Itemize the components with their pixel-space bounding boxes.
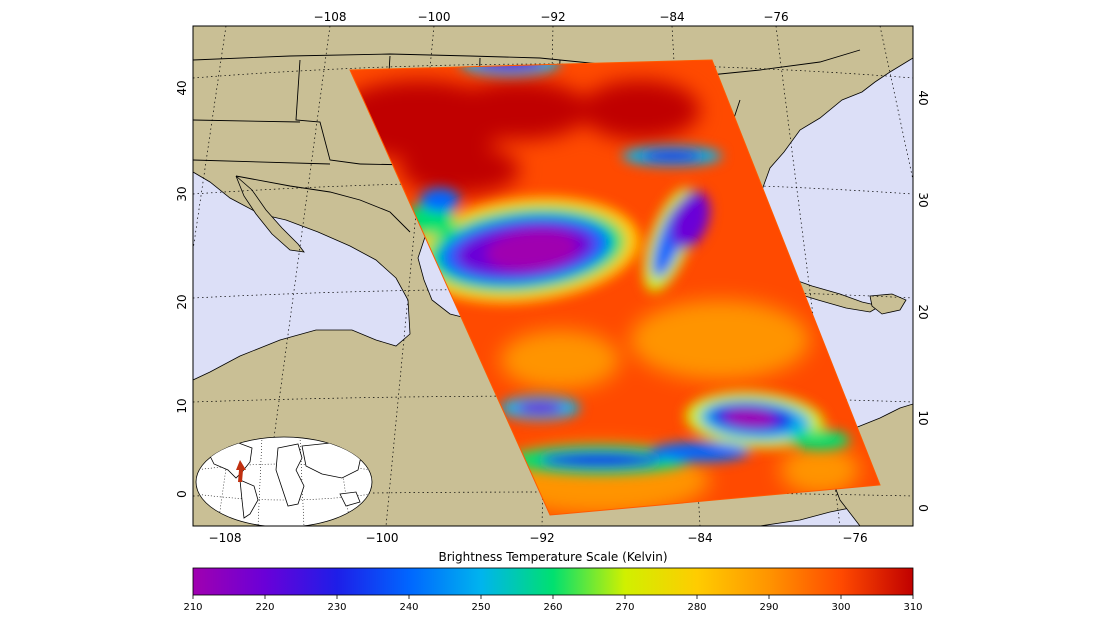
colorbar-tick-label: 230 — [327, 602, 346, 613]
warm-ocean-zone — [630, 300, 810, 380]
lon-line-68 — [879, 26, 913, 181]
warm-land-zone — [400, 145, 520, 195]
colorbar-tick-label: 270 — [615, 602, 634, 613]
warm-ocean-zone — [500, 330, 620, 390]
world-inset — [195, 436, 373, 526]
right-lat-tick-3: 20 — [916, 304, 930, 319]
florida-cloud-band — [642, 150, 702, 162]
lon-line-100 — [385, 26, 435, 526]
colorbar-tick-label: 210 — [183, 602, 202, 613]
left-lat-tick-5: 0 — [175, 490, 189, 498]
arrow-icon — [236, 460, 246, 482]
bottom-lon-tick-4: −84 — [687, 531, 712, 545]
colorbar-tick-label: 260 — [543, 602, 562, 613]
itcz-cloud-band — [790, 430, 850, 450]
top-lon-tick-4: −84 — [659, 10, 684, 24]
warm-ocean-zone — [780, 445, 860, 495]
bottom-lon-tick-2: −100 — [366, 531, 399, 545]
top-lon-axis: −108 −100 −92 −84 −76 — [314, 10, 789, 24]
colorbar-tick-label: 240 — [399, 602, 418, 613]
left-lat-tick-4: 10 — [175, 398, 189, 413]
swath-outline — [349, 59, 881, 516]
itcz-cloud-band — [650, 442, 750, 462]
right-lat-tick-1: 40 — [916, 90, 930, 105]
state-lines-2 — [193, 119, 741, 201]
right-lat-tick-2: 30 — [916, 192, 930, 207]
us-mexico-border — [235, 175, 411, 233]
left-lat-tick-3: 20 — [175, 294, 189, 309]
itcz-cloud-band — [540, 452, 660, 468]
bottom-lon-tick-3: −92 — [529, 531, 554, 545]
hispaniola-land — [869, 293, 907, 315]
left-lat-axis: 40 30 20 10 0 — [175, 80, 189, 497]
lon-line-116 — [193, 26, 227, 251]
caribbean-storm-ring — [724, 408, 776, 428]
inset-south-america — [239, 479, 259, 519]
bottom-lon-axis: −108 −100 −92 −84 −76 — [209, 531, 868, 545]
texas-coast-cloud — [420, 188, 460, 212]
right-lat-tick-5: 0 — [916, 504, 930, 512]
itcz-cloud-band — [516, 401, 564, 415]
florida-cloud-band — [670, 191, 710, 249]
gulf-storm-ring — [486, 229, 578, 271]
colorbar-tick-label: 300 — [831, 602, 850, 613]
bottom-lon-tick-5: −76 — [842, 531, 867, 545]
warm-land-zone — [450, 80, 590, 140]
colorbar-tick-label: 250 — [471, 602, 490, 613]
right-lat-axis: 40 30 20 10 0 — [916, 90, 930, 511]
right-lat-tick-4: 10 — [916, 410, 930, 425]
bottom-lon-tick-1: −108 — [209, 531, 242, 545]
map-panel — [193, 26, 913, 526]
top-lon-tick-5: −76 — [763, 10, 788, 24]
colorbar-scale — [192, 567, 914, 596]
colorbar: Brightness Temperature Scale (Kelvin) 21… — [183, 550, 922, 613]
top-lon-tick-3: −92 — [540, 10, 565, 24]
inset-europe-africa — [275, 443, 305, 507]
colorbar-ticks: 210 220 230 240 250 260 270 280 290 300 310 — [183, 595, 923, 613]
left-lat-tick-1: 40 — [175, 80, 189, 95]
baja-land — [235, 175, 305, 253]
inset-continents — [196, 437, 372, 526]
inset-australia — [339, 491, 361, 507]
colorbar-tick-label: 310 — [903, 602, 922, 613]
colorbar-title: Brightness Temperature Scale (Kelvin) — [438, 550, 667, 564]
left-lat-tick-2: 30 — [175, 186, 189, 201]
lon-line-76 — [775, 26, 841, 526]
top-lon-tick-1: −108 — [314, 10, 347, 24]
colorbar-tick-label: 220 — [255, 602, 274, 613]
colorbar-tick-label: 290 — [759, 602, 778, 613]
colorbar-tick-label: 280 — [687, 602, 706, 613]
top-lon-tick-2: −100 — [418, 10, 451, 24]
cloud-zones — [405, 60, 850, 474]
map-frame — [192, 25, 914, 527]
lon-line-108 — [261, 26, 331, 526]
warm-land-zone — [580, 80, 700, 140]
